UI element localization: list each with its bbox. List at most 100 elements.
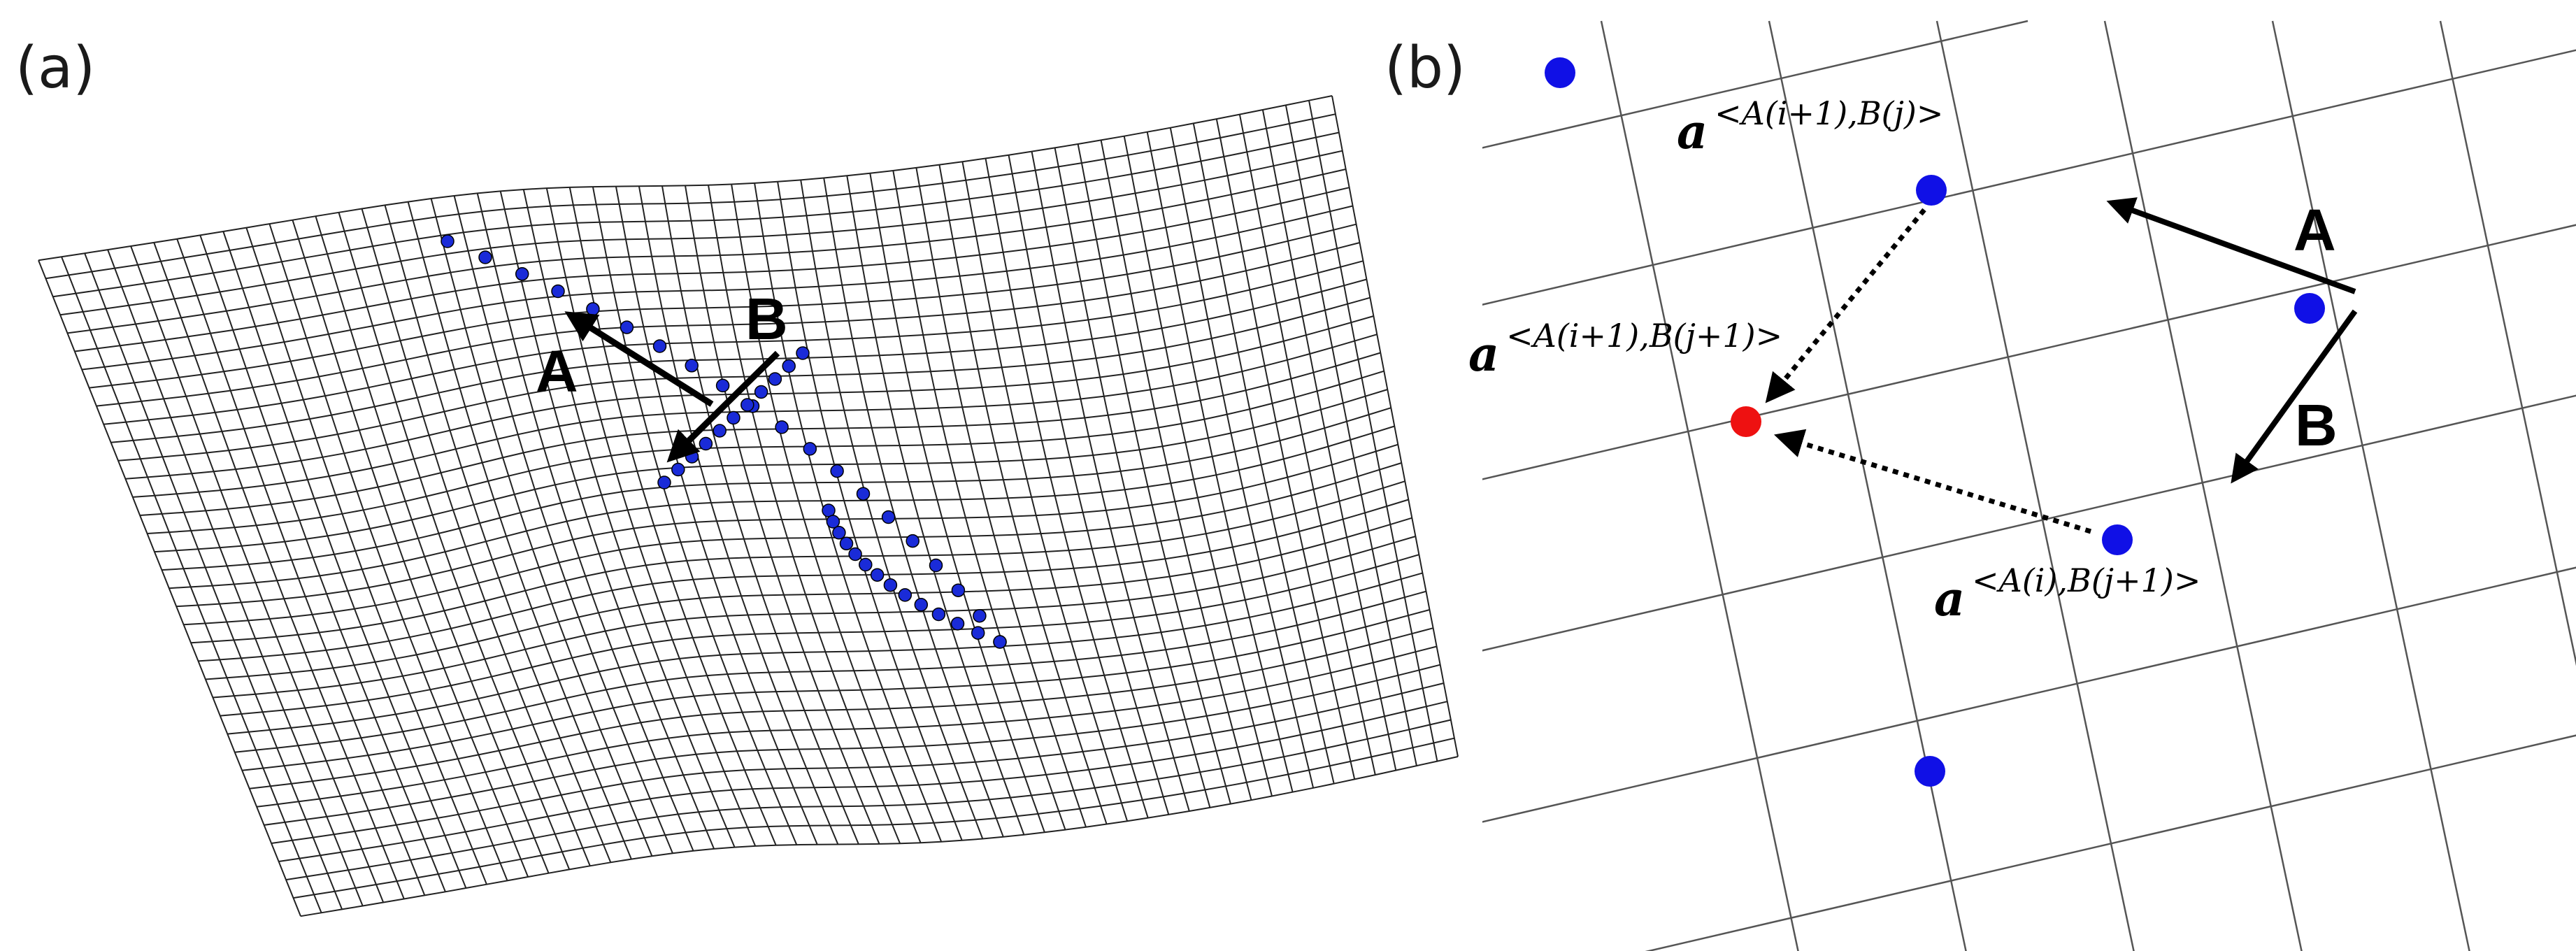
mesh-line — [84, 252, 343, 910]
vector-base: a — [1677, 104, 1708, 160]
axis-b-arrow — [666, 350, 780, 463]
lattice-node — [2102, 524, 2133, 555]
mesh-line — [245, 227, 487, 885]
panel-a-label: (a) — [15, 35, 95, 101]
target-node — [1731, 406, 1761, 437]
mesh-line — [1008, 155, 1170, 815]
axis-b-label: B — [745, 286, 788, 352]
lattice-node — [2294, 293, 2325, 324]
mesh-line — [915, 167, 1087, 828]
mesh-line — [731, 184, 922, 843]
vector-label: a <A(i+1),B(j+1)> — [1468, 317, 1782, 382]
mesh-node — [685, 359, 699, 373]
mesh-line — [384, 205, 612, 863]
mesh-node — [931, 607, 946, 622]
mesh-line — [869, 173, 1045, 833]
mesh-node — [870, 568, 885, 582]
lattice-grid — [1482, 20, 2576, 951]
mesh-node — [848, 547, 862, 562]
mesh-line — [107, 249, 364, 906]
mesh-line — [38, 95, 1333, 262]
mesh-line — [315, 215, 550, 874]
panel-b-label: (b) — [1384, 35, 1466, 101]
mesh-line — [140, 352, 1381, 516]
mesh-node — [671, 462, 685, 477]
node-row-b — [657, 346, 810, 489]
lattice-node — [1915, 756, 1945, 787]
mesh-line — [1123, 136, 1273, 796]
mesh-node — [856, 487, 871, 501]
mesh-line — [685, 185, 880, 845]
mesh-node — [973, 608, 987, 623]
mesh-node — [713, 424, 727, 438]
panel-a: (a) A B — [15, 35, 1459, 917]
mesh-line — [1077, 143, 1231, 804]
mesh-line — [522, 189, 736, 848]
mesh-line — [453, 195, 673, 854]
mesh-line — [1054, 148, 1211, 808]
mesh-node — [685, 450, 699, 464]
mesh-line — [777, 181, 963, 841]
mesh-line — [292, 220, 529, 878]
mesh-node — [551, 284, 565, 299]
axis-b-label: B — [2295, 392, 2338, 458]
mesh-line — [1169, 127, 1315, 789]
mesh-node — [754, 385, 768, 399]
mesh-line — [961, 162, 1129, 822]
mesh-node — [715, 378, 730, 393]
axis-a-arrow — [2106, 197, 2356, 294]
mesh-line — [430, 198, 653, 857]
mesh-line — [661, 185, 859, 845]
axis-a-label: A — [536, 338, 578, 404]
mesh-node — [768, 372, 782, 386]
axis-a-label: A — [2294, 197, 2336, 263]
mesh-node — [929, 558, 943, 573]
mesh-line — [499, 191, 715, 850]
interpolation-arrow — [1773, 429, 2092, 534]
mesh-node — [652, 339, 667, 353]
vector-label: a <A(i),B(j+1)> — [1934, 562, 2201, 627]
mesh-line — [338, 212, 571, 870]
mesh-line — [176, 238, 426, 896]
mesh-line — [985, 158, 1149, 818]
mesh-node — [515, 267, 529, 281]
axis-b-arrow — [2231, 309, 2358, 484]
mesh-line — [153, 242, 405, 899]
mesh-line — [938, 164, 1108, 824]
mesh-node — [971, 626, 985, 640]
mesh-node — [839, 536, 854, 551]
mesh-line — [1331, 95, 1459, 757]
mesh-line — [800, 180, 984, 839]
mesh-line — [61, 256, 322, 913]
vector-superscript: <A(i+1),B(j+1)> — [1506, 317, 1782, 355]
panel-b: (b) A B — [1384, 20, 2576, 951]
mesh-node — [859, 557, 873, 572]
mesh-line — [361, 208, 591, 866]
mesh-line — [199, 235, 446, 892]
lattice-node — [1916, 175, 1947, 206]
mesh-node — [699, 436, 713, 451]
mesh-line — [45, 113, 1336, 280]
interpolation-arrow — [1765, 208, 1926, 403]
mesh-node — [906, 534, 920, 548]
mesh-line — [1285, 105, 1417, 766]
mesh-node — [441, 234, 455, 248]
mesh-line — [264, 664, 1440, 826]
deformed-mesh — [38, 95, 1459, 917]
mesh-node — [826, 515, 840, 529]
mesh-line — [568, 187, 777, 846]
mesh-line — [846, 176, 1025, 836]
mesh-node — [782, 359, 796, 373]
mesh-line — [130, 245, 385, 903]
mesh-line — [300, 756, 1459, 917]
mesh-line — [708, 185, 901, 844]
mesh-node — [832, 526, 846, 540]
vector-superscript: <A(i+1),B(j)> — [1715, 94, 1943, 132]
mesh-node — [881, 510, 896, 524]
mesh-line — [823, 178, 1004, 838]
mesh-line — [615, 186, 818, 845]
mesh-node — [830, 464, 844, 478]
mesh-line — [407, 201, 632, 859]
mesh-node — [951, 583, 966, 597]
